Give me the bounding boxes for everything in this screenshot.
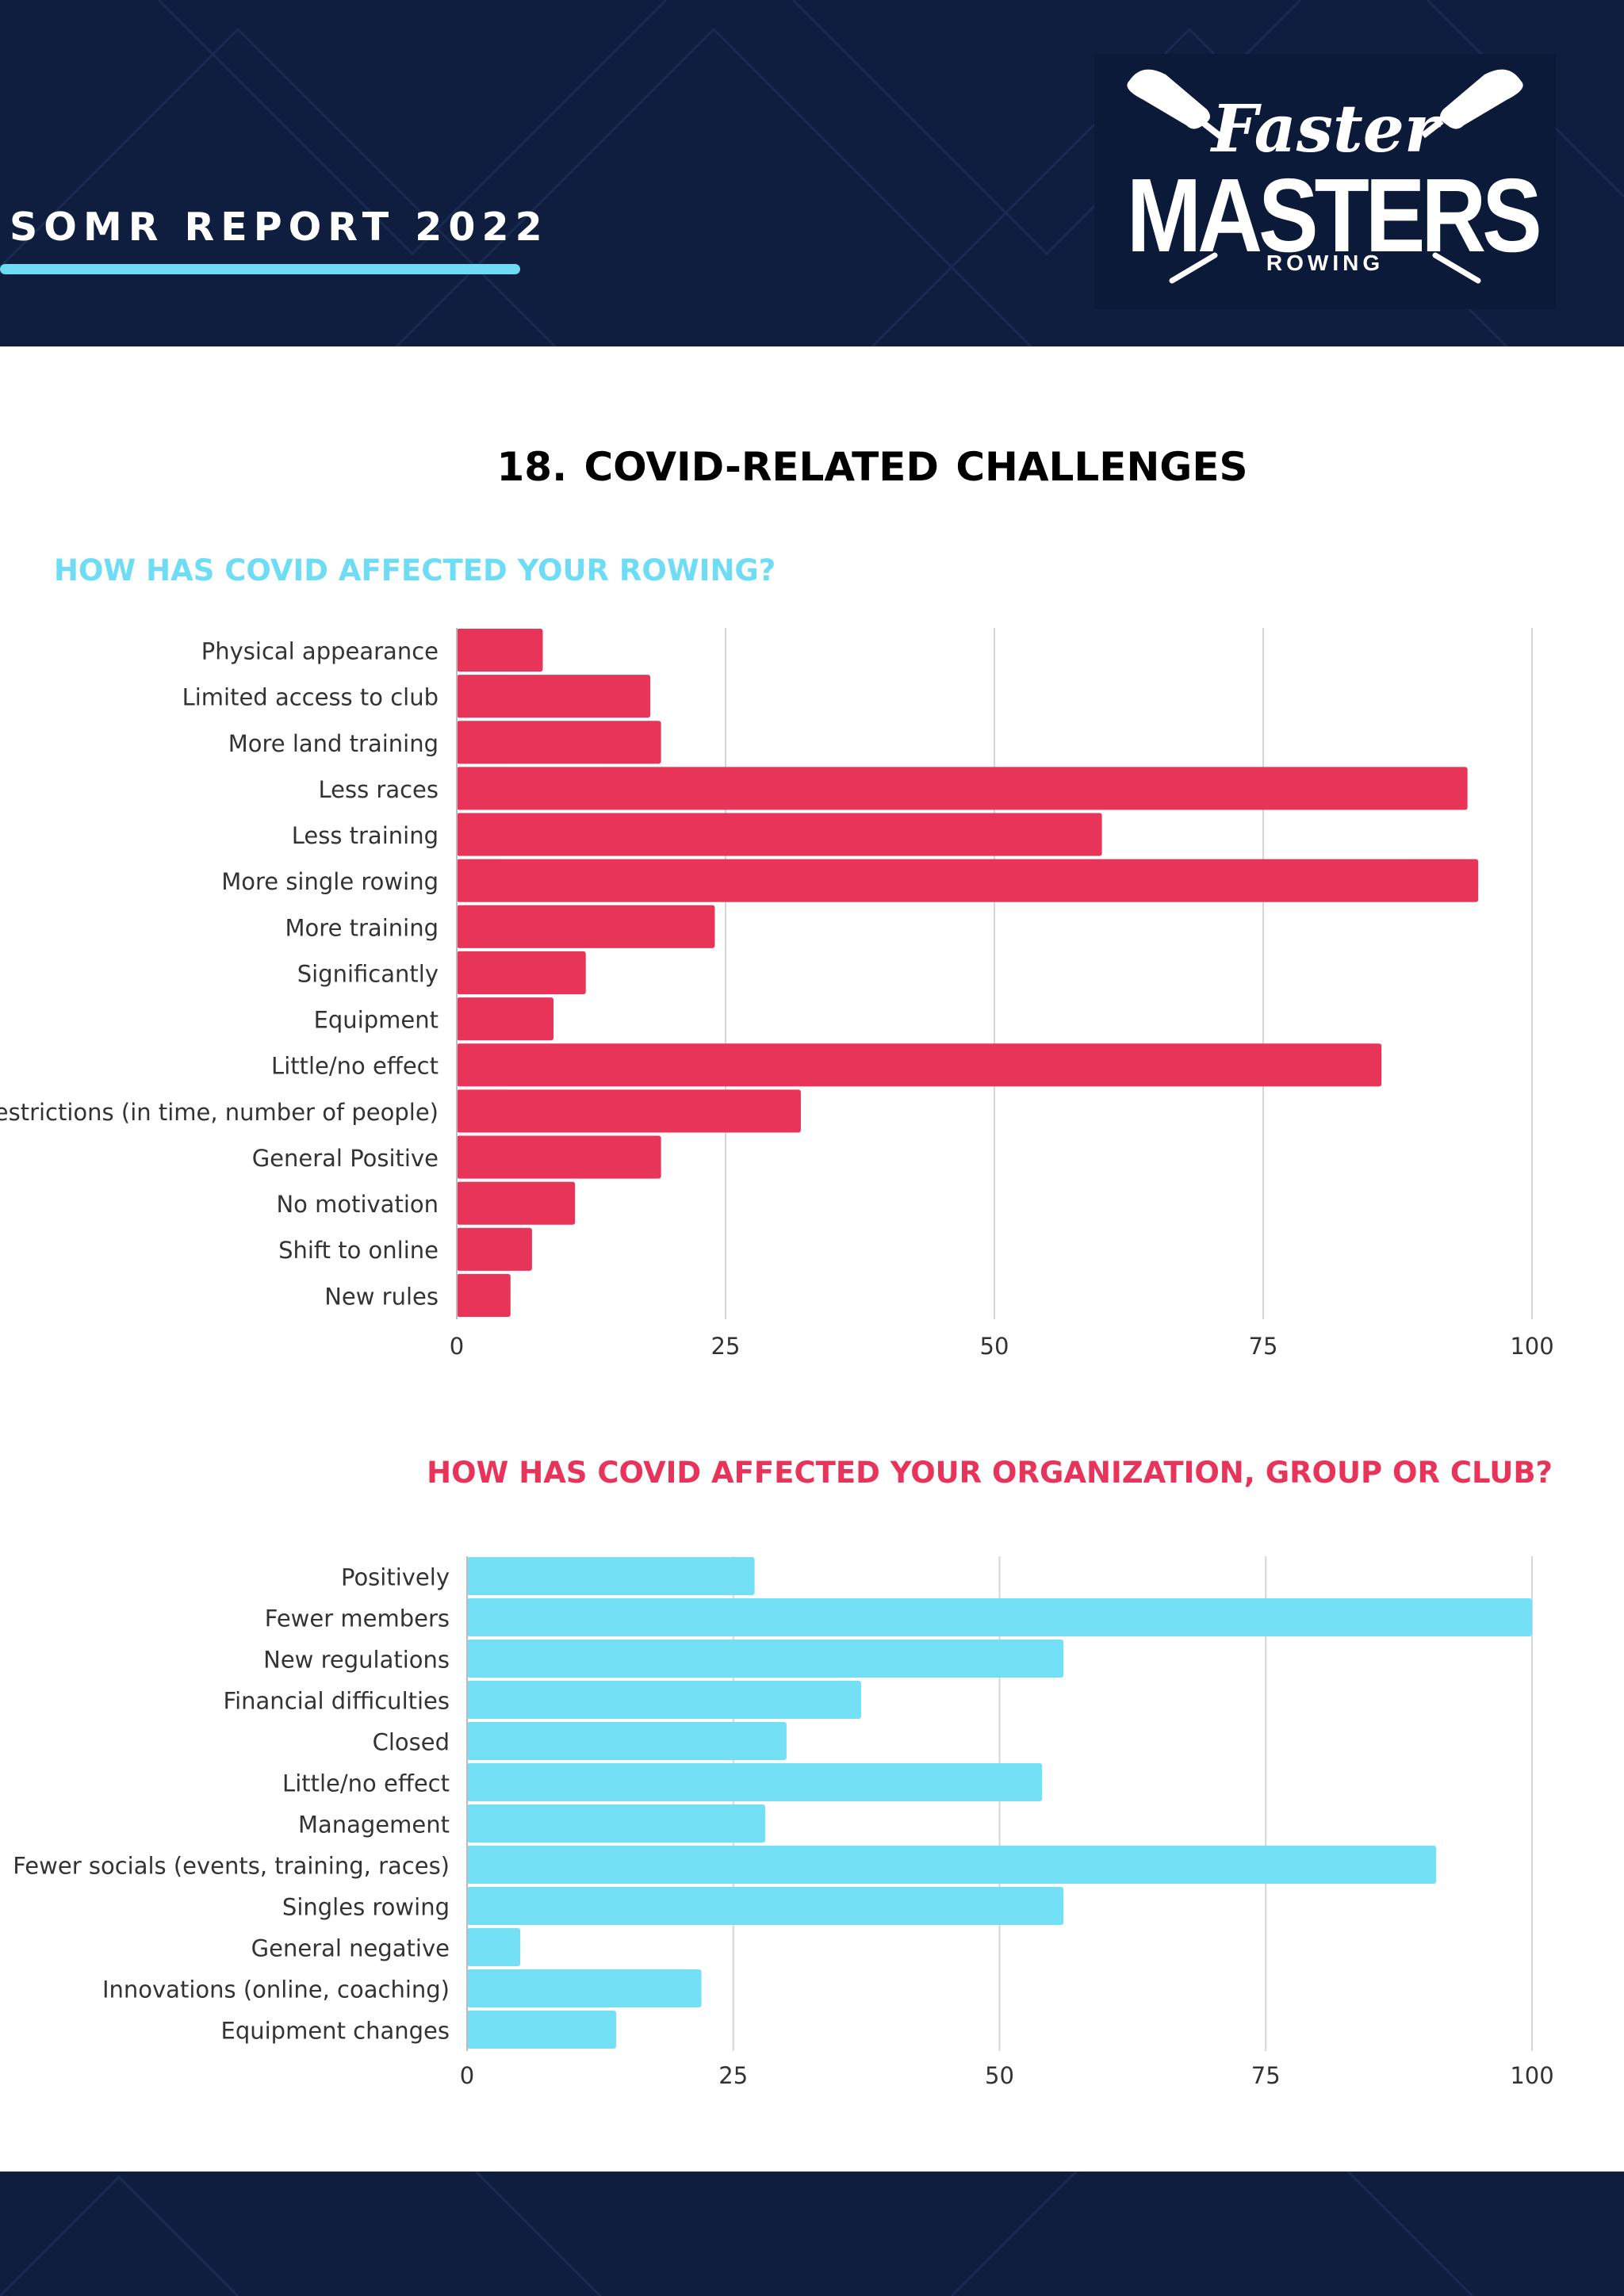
bar	[457, 997, 554, 1041]
bar	[467, 1928, 521, 1966]
bar	[457, 1273, 511, 1317]
category-label: No motivation	[276, 1191, 439, 1218]
x-tick-label: 0	[460, 2062, 474, 2089]
category-label: Equipment	[314, 1007, 439, 1034]
bar	[467, 1887, 1064, 1925]
x-tick-label: 25	[711, 1333, 741, 1360]
category-label: Closed	[373, 1728, 450, 1755]
x-tick-label: 0	[450, 1333, 464, 1360]
bar	[467, 1681, 861, 1719]
category-label: Less training	[292, 822, 439, 849]
logo-script-text: Faster	[1211, 91, 1439, 167]
bar	[467, 1969, 702, 2007]
footer-band	[0, 2172, 1624, 2296]
bar	[457, 1227, 532, 1271]
bar	[457, 1089, 801, 1133]
category-label: Limited access to club	[182, 684, 439, 711]
category-label: Financial difficulties	[224, 1687, 450, 1714]
x-tick-label: 50	[980, 1333, 1009, 1360]
bar	[457, 1135, 661, 1179]
category-label: Restrictions (in time, number of people)	[0, 1099, 439, 1126]
category-label: Fewer members	[265, 1605, 450, 1632]
category-label: General negative	[251, 1934, 450, 1961]
bar	[457, 629, 543, 672]
category-label: More single rowing	[221, 868, 439, 895]
oars-icon	[1127, 69, 1523, 284]
category-label: Fewer socials (events, training, races)	[13, 1852, 450, 1879]
bar	[457, 951, 586, 995]
category-label: Physical appearance	[201, 638, 439, 665]
category-label: Significantly	[297, 960, 439, 987]
x-tick-label: 50	[985, 2062, 1014, 2089]
category-label: Positively	[341, 1563, 450, 1590]
category-label: Equipment changes	[221, 2017, 450, 2044]
category-label: Little/no effect	[271, 1053, 439, 1080]
category-label: Innovations (online, coaching)	[102, 1976, 450, 2003]
title-underline	[0, 264, 520, 274]
bar	[467, 1557, 755, 1595]
bar	[457, 905, 715, 948]
category-label: General Positive	[252, 1145, 439, 1172]
category-label: More training	[285, 914, 439, 941]
category-label: Less races	[318, 776, 439, 803]
bar	[457, 675, 651, 718]
bar	[467, 1598, 1532, 1636]
x-tick-label: 100	[1510, 1333, 1553, 1360]
footer-pattern	[0, 2172, 1474, 2296]
chart2-organization: 0 25 50 75 100 Positively Fewer members New reg…	[13, 1556, 1554, 2089]
x-tick-label: 75	[1249, 1333, 1278, 1360]
bar	[467, 1722, 787, 1760]
category-label: Singles rowing	[282, 1893, 450, 1920]
faster-masters-logo: Faster MASTERS ROWING	[1094, 54, 1556, 309]
logo-main-text: MASTERS	[1126, 157, 1542, 274]
bar	[467, 1763, 1043, 1801]
bar	[467, 1804, 766, 1843]
bar	[457, 1043, 1382, 1087]
report-title: SOMR REPORT 2022	[10, 205, 549, 250]
bar	[467, 1846, 1437, 1884]
bar	[457, 859, 1479, 902]
x-tick-label: 100	[1510, 2062, 1553, 2089]
chart1-title: HOW HAS COVID AFFECTED YOUR ROWING?	[54, 553, 776, 587]
chart2-title: HOW HAS COVID AFFECTED YOUR ORGANIZATION…	[427, 1456, 1553, 1490]
category-label: More land training	[228, 730, 439, 757]
x-tick-label: 25	[718, 2062, 748, 2089]
category-label: Management	[298, 1811, 450, 1838]
x-tick-label: 75	[1251, 2062, 1281, 2089]
page-title: 18. COVID-RELATED CHALLENGES	[496, 444, 1248, 490]
bar	[457, 767, 1468, 810]
bar	[457, 721, 661, 764]
header-band: SOMR REPORT 2022 Faster MASTERS ROWING	[0, 0, 1624, 346]
category-label: New rules	[324, 1283, 439, 1310]
category-label: Shift to online	[278, 1237, 439, 1264]
bar	[467, 1640, 1064, 1678]
logo-sub-text: ROWING	[1266, 251, 1385, 275]
category-label: Little/no effect	[282, 1770, 450, 1797]
bar	[457, 1181, 576, 1225]
bar	[467, 2011, 617, 2049]
chart1-rowing: 0 25 50 75 100 Physical appearance Limited acc…	[0, 628, 1554, 1360]
category-label: New regulations	[263, 1646, 450, 1673]
bar	[457, 813, 1102, 856]
